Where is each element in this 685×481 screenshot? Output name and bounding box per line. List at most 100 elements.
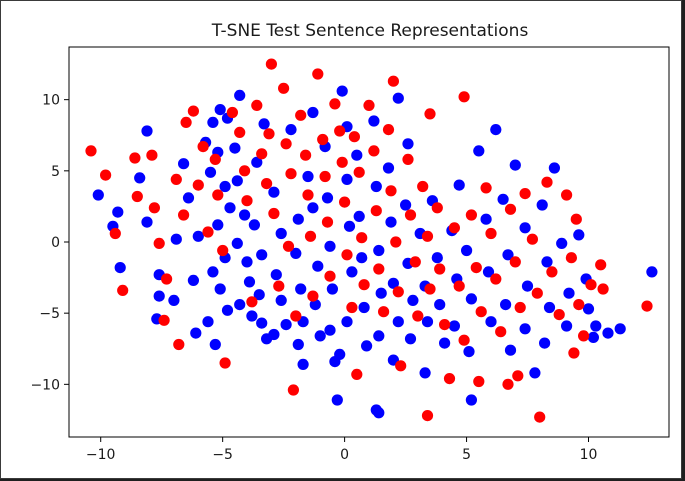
blue-point [270, 269, 282, 281]
red-point [502, 378, 514, 390]
red-point [424, 108, 436, 120]
red-point [421, 410, 434, 422]
red-point [390, 236, 402, 248]
red-point [546, 266, 558, 278]
red-point [302, 189, 314, 201]
blue-point [341, 173, 353, 185]
blue-point [331, 394, 343, 406]
blue-point [246, 310, 258, 322]
blue-point [251, 156, 263, 168]
blue-point [229, 142, 241, 154]
red-point [212, 189, 224, 201]
blue-point [212, 219, 224, 231]
blue-point [134, 172, 146, 184]
blue-point [602, 327, 614, 339]
red-point [339, 196, 351, 208]
red-point [346, 301, 358, 314]
blue-point [385, 216, 397, 228]
blue-point [614, 323, 626, 335]
blue-point [504, 344, 517, 356]
red-point [573, 299, 585, 311]
blue-point [207, 266, 219, 278]
blue-point [224, 202, 236, 214]
blue-point [434, 299, 446, 311]
y-axis: 10 5 0 −5 −10 [30, 93, 69, 393]
red-point [192, 179, 204, 191]
blue-point [373, 330, 385, 342]
red-point [153, 237, 165, 249]
y-tick-label: −5 [39, 306, 60, 322]
blue-point [292, 338, 304, 351]
y-tick-label: −10 [30, 377, 60, 393]
blue-point [573, 229, 585, 241]
red-point [265, 58, 277, 70]
blue-point [207, 116, 219, 128]
red-point [395, 360, 407, 372]
red-point [553, 309, 565, 321]
blue-point [309, 299, 321, 311]
blue-point [248, 219, 260, 231]
blue-point [368, 115, 380, 127]
blue-point [387, 277, 399, 289]
red-point [85, 145, 97, 157]
red-point [421, 230, 434, 242]
red-point [170, 173, 182, 185]
red-point [439, 319, 451, 331]
red-point [239, 165, 251, 177]
blue-point [256, 317, 268, 329]
red-point [202, 226, 214, 238]
red-point [534, 411, 546, 423]
red-point [273, 280, 285, 292]
red-point [448, 222, 460, 234]
red-point [282, 240, 295, 252]
red-point [295, 109, 307, 121]
red-point [368, 145, 380, 157]
blue-point [302, 170, 314, 183]
blue-point [392, 92, 404, 104]
red-point [434, 263, 446, 275]
blue-point [141, 216, 153, 228]
red-point [512, 370, 524, 382]
red-point [336, 156, 348, 168]
red-point [280, 138, 292, 150]
red-point [465, 209, 477, 221]
red-point [385, 185, 397, 197]
blue-point [561, 320, 573, 332]
red-point [356, 232, 368, 244]
blue-point [239, 209, 251, 221]
blue-point [373, 407, 385, 419]
blue-point [351, 149, 363, 161]
red-point [307, 290, 319, 302]
red-point [431, 202, 443, 214]
red-point [470, 262, 482, 274]
blue-point [502, 249, 514, 261]
chart-title: T-SNE Test Sentence Representations [211, 21, 529, 41]
red-point [409, 256, 421, 268]
blue-point [465, 394, 477, 406]
red-point [392, 286, 404, 298]
red-point [570, 213, 582, 225]
blue-point [485, 316, 497, 328]
y-tick-label: 5 [51, 164, 60, 180]
blue-point [392, 316, 404, 328]
blue-point [419, 367, 431, 379]
scatter-points [85, 58, 658, 423]
red-point [485, 227, 497, 240]
blue-point [461, 244, 473, 257]
red-point [351, 368, 363, 380]
red-point [148, 202, 160, 214]
red-point [285, 168, 297, 180]
red-point [312, 68, 324, 80]
red-point [300, 149, 312, 161]
blue-point [463, 346, 475, 358]
red-point [382, 124, 395, 136]
blue-point [182, 192, 195, 204]
blue-point [280, 319, 292, 331]
red-point [261, 178, 273, 190]
blue-point [234, 89, 246, 101]
blue-point [324, 324, 336, 336]
red-point [304, 230, 317, 242]
blue-point [285, 124, 297, 136]
red-point [458, 334, 470, 346]
